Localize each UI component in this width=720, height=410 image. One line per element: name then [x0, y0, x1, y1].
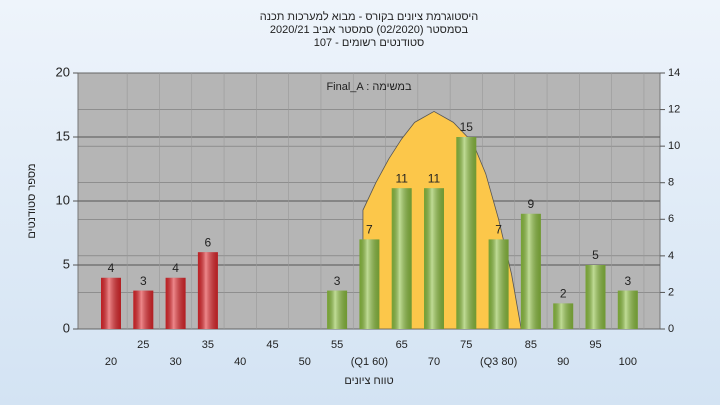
y2-tick-label: 12: [668, 103, 680, 115]
bar-shine: [488, 239, 509, 329]
bar-shine: [585, 265, 606, 329]
bar-shine: [197, 252, 218, 329]
x-tick-label: (Q3 80): [480, 356, 517, 368]
bar-shine: [101, 277, 121, 329]
bar-shine: [520, 213, 541, 329]
value-label: 5: [592, 248, 599, 262]
bar-shine: [617, 290, 638, 329]
x-tick-label: 85: [525, 339, 537, 351]
bar-shine: [359, 239, 380, 329]
value-label: 11: [428, 171, 441, 185]
x-tick-label: 65: [396, 339, 408, 351]
chart-title: היסטוגרמת ציונים בקורס - מבוא למערכות תכ…: [260, 10, 479, 23]
x-tick-label: 75: [460, 339, 472, 351]
y-tick-label: 10: [56, 192, 70, 207]
value-label: 7: [366, 223, 373, 237]
y2-tick-label: 6: [668, 213, 674, 225]
bar-shine: [165, 277, 186, 329]
x-tick-label: 50: [299, 356, 311, 368]
value-label: 3: [140, 274, 147, 288]
y-tick-label: 20: [56, 64, 70, 79]
value-label: 9: [528, 197, 535, 211]
value-label: 6: [205, 235, 212, 249]
x-tick-label: 35: [202, 339, 214, 351]
x-tick-label: 90: [557, 356, 569, 368]
x-tick-label: 45: [266, 339, 278, 351]
y2-tick-label: 8: [668, 177, 674, 189]
value-label: 11: [395, 171, 408, 185]
value-label: 4: [172, 261, 179, 275]
y-axis-label: מספר סטודנטים: [26, 163, 38, 238]
x-tick-label: 30: [169, 356, 181, 368]
value-label: 7: [495, 223, 502, 237]
bar-shine: [424, 188, 444, 329]
x-tick-label: 100: [619, 356, 637, 368]
y2-tick-label: 0: [668, 323, 674, 335]
x-axis-label: טווח ציונים: [344, 375, 393, 387]
y2-tick-label: 10: [668, 140, 680, 152]
y2-tick-label: 2: [668, 286, 674, 298]
x-tick-label: 25: [137, 339, 149, 351]
x-tick-label: 55: [331, 339, 343, 351]
y2-tick-label: 4: [668, 250, 674, 262]
annotation: Final_A : במשימה: [326, 81, 412, 93]
y-tick-label: 5: [63, 256, 70, 271]
value-label: 2: [560, 287, 567, 301]
value-label: 3: [624, 274, 631, 288]
bar-shine: [553, 303, 574, 329]
x-tick-label: 95: [589, 339, 601, 351]
x-tick-label: 20: [105, 356, 117, 368]
x-tick-label: 40: [234, 356, 246, 368]
y-tick-label: 15: [56, 128, 70, 143]
y-tick-label: 0: [63, 320, 70, 335]
chart-subtitle: סטודנטים רשומים - 107: [314, 37, 425, 49]
value-label: 15: [460, 120, 474, 134]
bar-shine: [327, 290, 348, 329]
value-label: 4: [108, 261, 115, 275]
bar-shine: [133, 290, 154, 329]
value-label: 3: [334, 274, 341, 288]
x-tick-label: (Q1 60): [351, 356, 388, 368]
y2-tick-label: 14: [668, 67, 680, 79]
x-tick-label: 70: [428, 356, 440, 368]
bar-shine: [391, 188, 412, 329]
bar-shine: [456, 137, 477, 329]
chart-subtitle: בסמסטר (02/2020) סמסטר אביב 2020/21: [270, 24, 469, 36]
